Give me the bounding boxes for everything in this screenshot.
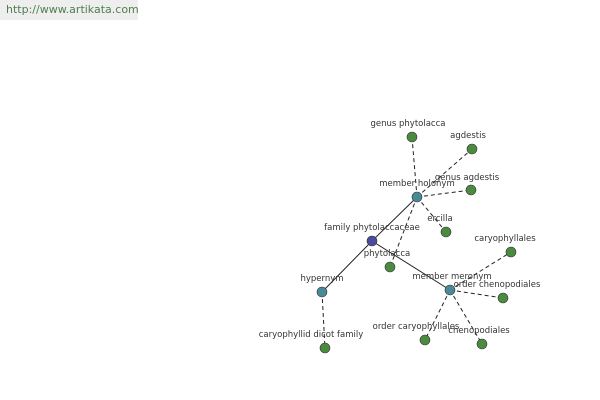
node bbox=[316, 286, 328, 298]
node-label: genus phytolacca bbox=[370, 119, 445, 129]
site-url[interactable]: http://www.artikata.com bbox=[0, 0, 139, 20]
edge-dashed bbox=[416, 148, 473, 198]
node bbox=[497, 292, 509, 304]
node bbox=[366, 235, 378, 247]
node bbox=[444, 284, 456, 296]
node bbox=[440, 226, 452, 238]
edge-dashed bbox=[411, 136, 418, 198]
node bbox=[466, 143, 478, 155]
edge-dashed bbox=[389, 196, 418, 268]
node bbox=[411, 191, 423, 203]
node-label: caryophyllales bbox=[474, 234, 536, 244]
edge bbox=[371, 240, 451, 291]
edge-dashed bbox=[449, 289, 504, 299]
node-label: agdestis bbox=[450, 131, 486, 141]
edge-dashed bbox=[449, 251, 512, 291]
node-label: caryophyllid dicot family bbox=[259, 330, 364, 340]
node bbox=[465, 184, 477, 196]
node-label: order chenopodiales bbox=[454, 280, 541, 290]
edge-dashed bbox=[424, 289, 451, 341]
node-label: chenopodiales bbox=[448, 326, 510, 336]
edge bbox=[371, 196, 418, 242]
node-label: ercilla bbox=[427, 214, 453, 224]
edge-dashed bbox=[416, 189, 472, 198]
edge-dashed bbox=[416, 196, 447, 233]
edge-dashed bbox=[321, 291, 326, 349]
node bbox=[406, 131, 418, 143]
node-label: family phytolaccaceae bbox=[324, 223, 420, 233]
node-label: order caryophyllales bbox=[373, 322, 460, 332]
node-label: genus agdestis bbox=[435, 173, 500, 183]
node-label: hypernym bbox=[300, 274, 343, 284]
node bbox=[505, 246, 517, 258]
node bbox=[319, 342, 331, 354]
edge bbox=[321, 240, 373, 293]
node-label: phytolacca bbox=[364, 249, 410, 259]
node bbox=[419, 334, 431, 346]
edge-dashed bbox=[449, 289, 483, 345]
node bbox=[384, 261, 396, 273]
node-label: member holonym bbox=[379, 179, 454, 189]
node-label: member meronym bbox=[412, 272, 491, 282]
node bbox=[476, 338, 488, 350]
